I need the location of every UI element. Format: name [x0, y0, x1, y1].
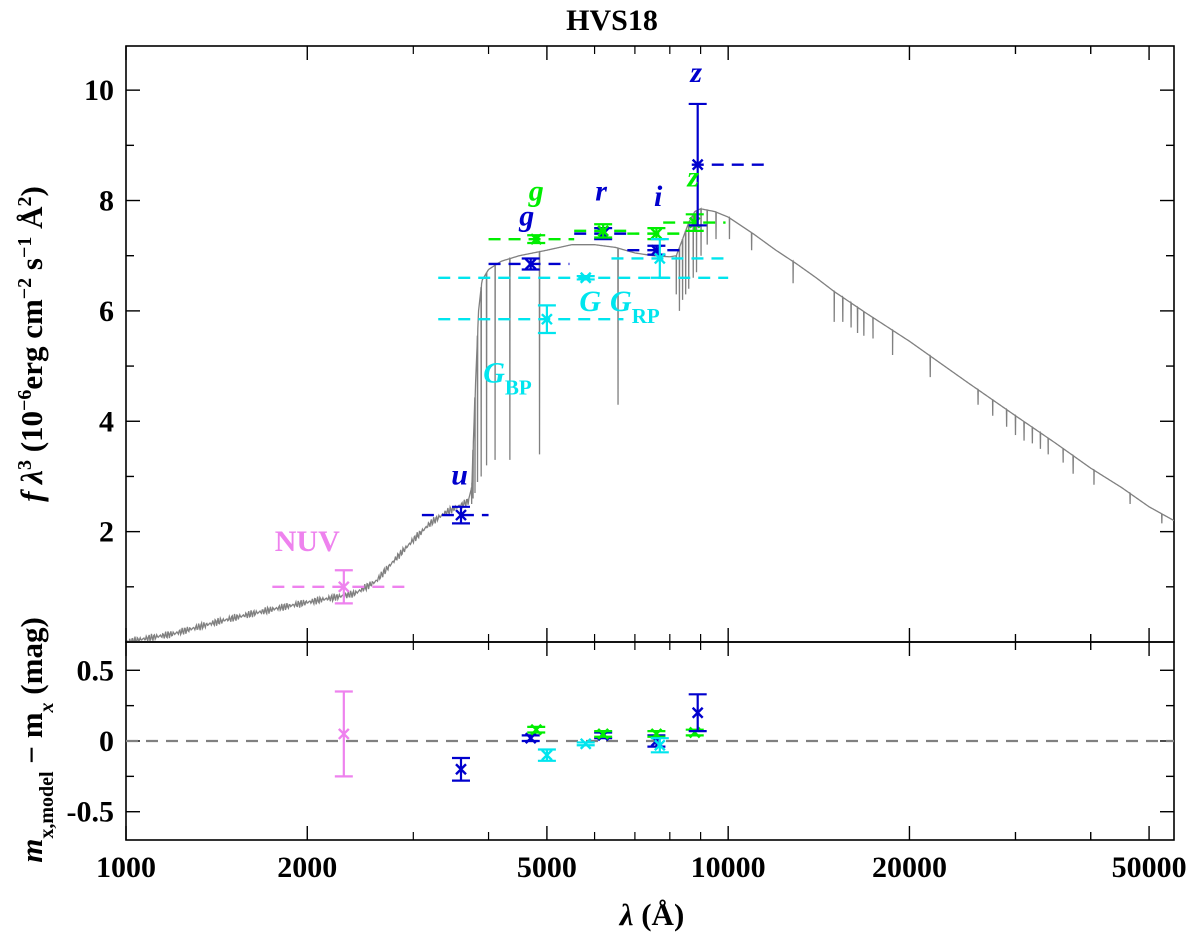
band-label-g: G — [579, 285, 601, 318]
bottom-y-tick-label: 0 — [99, 725, 114, 758]
top-y-tick-label: 8 — [99, 185, 114, 218]
model-spectrum-line — [126, 207, 1174, 642]
residual-marker — [691, 706, 704, 719]
flux-marker — [337, 580, 350, 593]
residual-point-z — [688, 693, 707, 733]
band-label-r: r — [595, 175, 607, 208]
flux-marker — [650, 227, 663, 240]
band-label-subscript: RP — [632, 304, 660, 328]
band-label-z: z — [686, 161, 699, 194]
residual-marker — [541, 749, 553, 761]
residual-y-axis-label: mx,model − mx (mag) — [14, 617, 58, 863]
residual-point-g_rp — [650, 737, 669, 754]
residual-marker — [597, 728, 610, 740]
band-label-i: i — [654, 180, 663, 213]
residual-point-g — [576, 737, 595, 750]
photometry-point-i — [627, 227, 683, 241]
residual-point-r — [594, 728, 613, 740]
sed-y-axis-label: f λ3 (10−6erg cm−2 s−1 Å2) — [14, 186, 49, 502]
photometry-point-z — [688, 102, 770, 227]
x-tick-label: 5000 — [517, 851, 577, 884]
band-label-u: u — [451, 459, 468, 492]
residual-marker — [337, 728, 350, 740]
flux-marker — [579, 271, 592, 284]
band-label-nuv: NUV — [275, 525, 340, 558]
flux-marker — [524, 258, 537, 270]
flux-marker — [541, 313, 553, 326]
residual-panel: 0.5 0 -0.5 mx,model − mx (mag) — [14, 617, 1175, 863]
photometry-point-g_bp — [438, 304, 624, 335]
residual-marker — [579, 737, 592, 750]
band-label-subscript: BP — [505, 376, 532, 400]
flux-marker — [530, 233, 543, 245]
top-y-tick-label: 10 — [84, 74, 114, 107]
photometry-point-g — [488, 233, 575, 245]
residual-marker — [455, 763, 467, 776]
bottom-y-tick-label: 0.5 — [77, 654, 115, 687]
band-label-z: z — [689, 56, 702, 89]
x-tick-label: 10000 — [691, 851, 766, 884]
residual-point-u — [451, 756, 470, 782]
photometry-point-r — [574, 223, 634, 239]
top-y-tick-label: 4 — [99, 405, 114, 438]
residual-point-z — [685, 726, 704, 739]
flux-marker — [691, 158, 704, 171]
bottom-y-tick-label: -0.5 — [67, 796, 115, 829]
residual-marker — [653, 739, 666, 752]
photometry-point-nuv — [272, 569, 409, 605]
residual-point-g — [527, 723, 546, 736]
flux-marker — [597, 225, 610, 237]
residual-marker — [524, 732, 537, 745]
x-axis-label: λ (Å) — [618, 897, 685, 932]
top-y-tick-label: 6 — [99, 295, 114, 328]
residual-point-g_bp — [537, 748, 556, 762]
x-tick-label: 50000 — [1112, 851, 1187, 884]
residual-point-g — [521, 732, 540, 745]
photometry-point-g — [438, 271, 729, 284]
x-tick-label: 2000 — [277, 851, 337, 884]
flux-marker — [455, 509, 467, 521]
flux-marker — [653, 252, 666, 265]
photometry-point-g_rp — [611, 238, 729, 279]
band-label-g: g — [518, 199, 534, 232]
photometry-point-u — [421, 505, 489, 525]
band-label-g_bp: GBP — [483, 357, 532, 400]
band-label-g: g — [528, 175, 544, 208]
x-tick-label: 20000 — [872, 851, 947, 884]
x-tick-label: 1000 — [96, 851, 156, 884]
chart-title: HVS18 — [566, 4, 658, 37]
photometry-point-g — [488, 257, 570, 271]
top-y-tick-label: 2 — [99, 516, 114, 549]
photometry-point-i — [627, 244, 680, 257]
residual-point-nuv — [334, 690, 353, 778]
residual-marker — [530, 723, 543, 736]
